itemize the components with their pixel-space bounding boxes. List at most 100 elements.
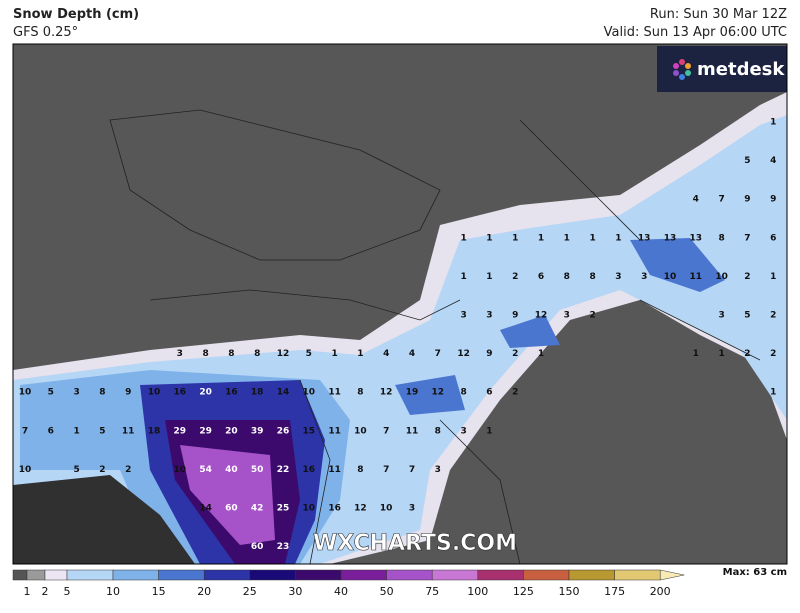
legend-swatch bbox=[12, 569, 28, 581]
legend-label: 5 bbox=[64, 585, 71, 598]
grid-label: 9 bbox=[770, 195, 776, 205]
grid-label: 3 bbox=[73, 388, 79, 398]
grid-label: 11 bbox=[328, 426, 341, 436]
grid-label: 5 bbox=[744, 311, 750, 321]
grid-label: 11 bbox=[690, 272, 703, 282]
map-frame bbox=[12, 43, 788, 565]
grid-label: 3 bbox=[615, 272, 621, 282]
grid-label: 3 bbox=[564, 311, 570, 321]
grid-label: 50 bbox=[251, 465, 264, 475]
grid-label: 3 bbox=[486, 311, 492, 321]
grid-label: 10 bbox=[19, 465, 32, 475]
legend-swatch bbox=[249, 569, 296, 581]
grid-label: 8 bbox=[99, 388, 105, 398]
grid-label: 3 bbox=[177, 349, 183, 359]
grid-label: 7 bbox=[435, 349, 441, 359]
max-label: Max: 63 cm bbox=[723, 567, 787, 578]
grid-label: 5 bbox=[48, 388, 54, 398]
grid-label: 11 bbox=[328, 388, 341, 398]
grid-label: 1 bbox=[564, 233, 570, 243]
grid-label: 8 bbox=[564, 272, 570, 282]
grid-label: 1 bbox=[512, 233, 518, 243]
grid-label: 6 bbox=[538, 272, 544, 282]
grid-label: 8 bbox=[357, 465, 363, 475]
grid-label: 11 bbox=[328, 465, 341, 475]
grid-label: 3 bbox=[718, 311, 724, 321]
grid-label: 18 bbox=[251, 388, 264, 398]
grid-label: 13 bbox=[664, 233, 677, 243]
logo-box bbox=[657, 46, 787, 92]
grid-label: 11 bbox=[406, 426, 419, 436]
grid-label: 6 bbox=[48, 426, 54, 436]
grid-label: 10 bbox=[303, 504, 316, 514]
legend-label: 25 bbox=[243, 585, 257, 598]
legend-swatch bbox=[523, 569, 570, 581]
grid-label: 2 bbox=[512, 349, 518, 359]
grid-label: 1 bbox=[770, 118, 776, 128]
map: metdesk WXCHARTS.COM bbox=[13, 44, 787, 565]
grid-label: 16 bbox=[174, 388, 187, 398]
grid-label: 39 bbox=[251, 426, 264, 436]
grid-label: 23 bbox=[277, 542, 290, 552]
grid-label: 19 bbox=[406, 388, 419, 398]
grid-label: 4 bbox=[409, 349, 415, 359]
grid-label: 18 bbox=[148, 426, 161, 436]
grid-label: 9 bbox=[744, 195, 750, 205]
legend-label: 20 bbox=[197, 585, 211, 598]
grid-label: 1 bbox=[589, 233, 595, 243]
grid-label: 1 bbox=[486, 233, 492, 243]
grid-label: 12 bbox=[457, 349, 470, 359]
legend-swatch bbox=[614, 569, 661, 581]
grid-label: 3 bbox=[409, 504, 415, 514]
grid-label: 2 bbox=[744, 349, 750, 359]
legend-swatch bbox=[295, 569, 342, 581]
grid-label: 7 bbox=[744, 233, 750, 243]
grid-label: 8 bbox=[228, 349, 234, 359]
legend-swatch bbox=[44, 569, 68, 581]
legend-swatch bbox=[112, 569, 159, 581]
grid-label: 16 bbox=[225, 388, 238, 398]
grid-label: 16 bbox=[303, 465, 316, 475]
legend-swatch bbox=[203, 569, 251, 581]
legend-label: 30 bbox=[288, 585, 302, 598]
grid-label: 14 bbox=[277, 388, 290, 398]
grid-label: 29 bbox=[174, 426, 187, 436]
legend-arrow bbox=[659, 569, 685, 581]
model: GFS 0.25° bbox=[13, 25, 78, 40]
grid-label: 10 bbox=[715, 272, 728, 282]
grid-label: 26 bbox=[277, 426, 290, 436]
grid-label: 4 bbox=[693, 195, 699, 205]
grid-label: 3 bbox=[460, 311, 466, 321]
grid-label: 8 bbox=[202, 349, 208, 359]
grid-label: 10 bbox=[174, 465, 187, 475]
grid-label: 10 bbox=[303, 388, 316, 398]
grid-label: 1 bbox=[718, 349, 724, 359]
legend-swatch bbox=[340, 569, 387, 581]
legend-swatch bbox=[158, 569, 205, 581]
snow-deepest bbox=[180, 445, 275, 545]
watermark: WXCHARTS.COM bbox=[313, 531, 517, 556]
grid-label: 2 bbox=[99, 465, 105, 475]
grid-label: 8 bbox=[589, 272, 595, 282]
snow-patches bbox=[395, 238, 725, 415]
grid-label: 1 bbox=[331, 349, 337, 359]
grid-label: 6 bbox=[486, 388, 492, 398]
legend-label: 200 bbox=[650, 585, 671, 598]
grid-label: 29 bbox=[199, 426, 212, 436]
grid-label: 10 bbox=[148, 388, 161, 398]
grid-label: 1 bbox=[486, 272, 492, 282]
legend-label: 40 bbox=[334, 585, 348, 598]
legend-swatch bbox=[26, 569, 46, 581]
legend-label: 50 bbox=[380, 585, 394, 598]
grid-label: 2 bbox=[744, 272, 750, 282]
legend-swatch bbox=[386, 569, 433, 581]
grid-label: 2 bbox=[512, 272, 518, 282]
grid-label: 11 bbox=[122, 426, 135, 436]
legend-label: 10 bbox=[106, 585, 120, 598]
grid-label: 9 bbox=[512, 311, 518, 321]
legend-swatch bbox=[568, 569, 615, 581]
grid-label: 1 bbox=[73, 426, 79, 436]
grid-label: 4 bbox=[383, 349, 389, 359]
grid-label: 5 bbox=[744, 156, 750, 166]
grid-label: 9 bbox=[125, 388, 131, 398]
